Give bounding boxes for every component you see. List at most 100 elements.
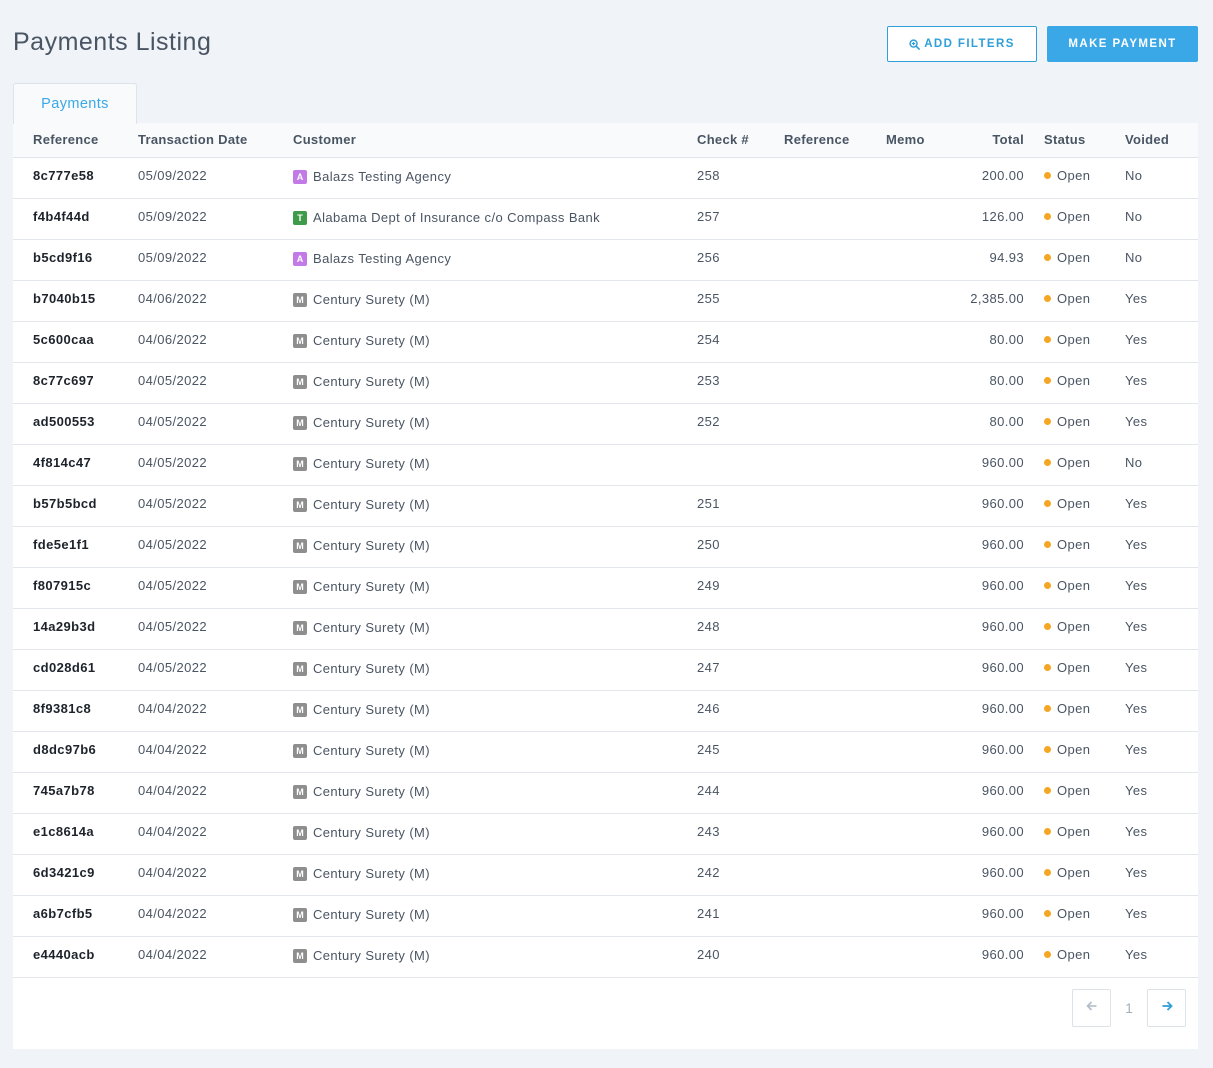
row-status-cell: Open: [1044, 362, 1125, 404]
customer-type-badge: M: [293, 292, 307, 307]
table-row[interactable]: f4b4f44d 05/09/2022 T Alabama Dept of Insur…: [13, 198, 1198, 240]
column-header-customer[interactable]: Customer: [293, 123, 697, 158]
make-payment-button[interactable]: MAKE PAYMENT: [1047, 26, 1198, 62]
add-filters-button[interactable]: ADD FILTERS: [887, 26, 1037, 62]
table-row[interactable]: b7040b15 04/06/2022 M Century Surety (M) 255…: [13, 280, 1198, 322]
column-header-memo[interactable]: Memo: [886, 123, 956, 158]
table-row[interactable]: d8dc97b6 04/04/2022 M Century Surety (M) 245…: [13, 731, 1198, 773]
table-row[interactable]: b57b5bcd 04/05/2022 M Century Surety (M) 251…: [13, 485, 1198, 527]
table-row[interactable]: 8f9381c8 04/04/2022 M Century Surety (M) 246…: [13, 690, 1198, 732]
row-reference[interactable]: 5c600caa: [13, 321, 138, 363]
row-reference[interactable]: ad500553: [13, 403, 138, 445]
row-memo: [886, 936, 956, 978]
table-row[interactable]: 4f814c47 04/05/2022 M Century Surety (M) 960…: [13, 444, 1198, 486]
row-reference[interactable]: f4b4f44d: [13, 198, 138, 240]
row-reference[interactable]: 14a29b3d: [13, 608, 138, 650]
pagination-next-button[interactable]: [1147, 989, 1186, 1027]
row-status-cell: Open: [1044, 731, 1125, 773]
row-total: 960.00: [956, 608, 1044, 650]
row-memo: [886, 444, 956, 486]
table-row[interactable]: e4440acb 04/04/2022 M Century Surety (M) 240…: [13, 936, 1198, 978]
row-reference[interactable]: a6b7cfb5: [13, 895, 138, 937]
row-status-cell: Open: [1044, 485, 1125, 527]
row-reference-2: [784, 198, 886, 240]
row-transaction-date: 04/05/2022: [138, 362, 293, 404]
row-status: Open: [1057, 577, 1091, 593]
row-reference[interactable]: 8f9381c8: [13, 690, 138, 732]
row-customer-cell: M Century Surety (M): [293, 321, 697, 363]
table-row[interactable]: f807915c 04/05/2022 M Century Surety (M) 249…: [13, 567, 1198, 609]
row-transaction-date: 04/06/2022: [138, 280, 293, 322]
row-reference[interactable]: 8c777e58: [13, 157, 138, 199]
table-row[interactable]: ad500553 04/05/2022 M Century Surety (M) 252…: [13, 403, 1198, 445]
row-total: 960.00: [956, 895, 1044, 937]
row-status: Open: [1057, 536, 1091, 552]
row-reference[interactable]: e1c8614a: [13, 813, 138, 855]
row-reference[interactable]: b5cd9f16: [13, 239, 138, 281]
row-reference[interactable]: 6d3421c9: [13, 854, 138, 896]
row-check-number: 248: [697, 608, 784, 650]
table-row[interactable]: a6b7cfb5 04/04/2022 M Century Surety (M) 241…: [13, 895, 1198, 937]
row-reference[interactable]: d8dc97b6: [13, 731, 138, 773]
page-title: Payments Listing: [13, 28, 212, 56]
status-dot-icon: [1044, 376, 1051, 384]
tab-payments-label: Payments: [41, 96, 109, 112]
customer-type-badge: M: [293, 333, 307, 348]
column-header-reference[interactable]: Reference: [13, 123, 138, 158]
row-customer-cell: M Century Surety (M): [293, 649, 697, 691]
column-header-status[interactable]: Status: [1044, 123, 1125, 158]
row-voided: Yes: [1125, 280, 1198, 322]
customer-type-badge: M: [293, 907, 307, 922]
tab-payments[interactable]: Payments: [13, 83, 137, 124]
column-header-voided[interactable]: Voided: [1125, 123, 1198, 158]
row-reference[interactable]: 4f814c47: [13, 444, 138, 486]
row-reference[interactable]: b57b5bcd: [13, 485, 138, 527]
zoom-in-icon: [909, 38, 921, 50]
table-row[interactable]: 8c77c697 04/05/2022 M Century Surety (M) 253…: [13, 362, 1198, 404]
row-reference[interactable]: f807915c: [13, 567, 138, 609]
row-reference[interactable]: 745a7b78: [13, 772, 138, 814]
table-row[interactable]: 745a7b78 04/04/2022 M Century Surety (M) 244…: [13, 772, 1198, 814]
row-status: Open: [1057, 864, 1091, 880]
row-voided: Yes: [1125, 608, 1198, 650]
row-reference[interactable]: fde5e1f1: [13, 526, 138, 568]
table-row[interactable]: cd028d61 04/05/2022 M Century Surety (M) 247…: [13, 649, 1198, 691]
row-check-number: 251: [697, 485, 784, 527]
row-memo: [886, 526, 956, 568]
status-dot-icon: [1044, 704, 1051, 712]
row-total: 126.00: [956, 198, 1044, 240]
table-row[interactable]: e1c8614a 04/04/2022 M Century Surety (M) 243…: [13, 813, 1198, 855]
table-row[interactable]: fde5e1f1 04/05/2022 M Century Surety (M) 250…: [13, 526, 1198, 568]
table-row[interactable]: b5cd9f16 05/09/2022 A Balazs Testing Agency…: [13, 239, 1198, 281]
row-reference[interactable]: 8c77c697: [13, 362, 138, 404]
customer-type-badge: T: [293, 210, 307, 225]
row-reference[interactable]: cd028d61: [13, 649, 138, 691]
pagination-prev-button[interactable]: [1072, 989, 1111, 1027]
row-memo: [886, 362, 956, 404]
row-reference-2: [784, 649, 886, 691]
row-voided: Yes: [1125, 485, 1198, 527]
row-reference[interactable]: b7040b15: [13, 280, 138, 322]
row-status-cell: Open: [1044, 198, 1125, 240]
column-header-transaction-date[interactable]: Transaction Date: [138, 123, 293, 158]
table-row[interactable]: 8c777e58 05/09/2022 A Balazs Testing Agency…: [13, 157, 1198, 199]
row-customer: Century Surety (M): [313, 620, 431, 635]
row-total: 960.00: [956, 772, 1044, 814]
customer-type-badge: M: [293, 661, 307, 676]
row-status: Open: [1057, 823, 1091, 839]
row-total: 960.00: [956, 567, 1044, 609]
column-header-check[interactable]: Check #: [697, 123, 784, 158]
row-reference-2: [784, 403, 886, 445]
column-header-reference-2[interactable]: Reference: [784, 123, 886, 158]
table-row[interactable]: 5c600caa 04/06/2022 M Century Surety (M) 254…: [13, 321, 1198, 363]
column-header-total[interactable]: Total: [956, 123, 1044, 158]
pagination-current-page[interactable]: 1: [1125, 1000, 1133, 1016]
row-customer: Alabama Dept of Insurance c/o Compass Ba…: [313, 210, 601, 225]
row-reference[interactable]: e4440acb: [13, 936, 138, 978]
table-row[interactable]: 6d3421c9 04/04/2022 M Century Surety (M) 242…: [13, 854, 1198, 896]
table-row[interactable]: 14a29b3d 04/05/2022 M Century Surety (M) 248…: [13, 608, 1198, 650]
row-customer: Century Surety (M): [313, 579, 431, 594]
row-status: Open: [1057, 331, 1091, 347]
row-status-cell: Open: [1044, 526, 1125, 568]
row-total: 960.00: [956, 854, 1044, 896]
